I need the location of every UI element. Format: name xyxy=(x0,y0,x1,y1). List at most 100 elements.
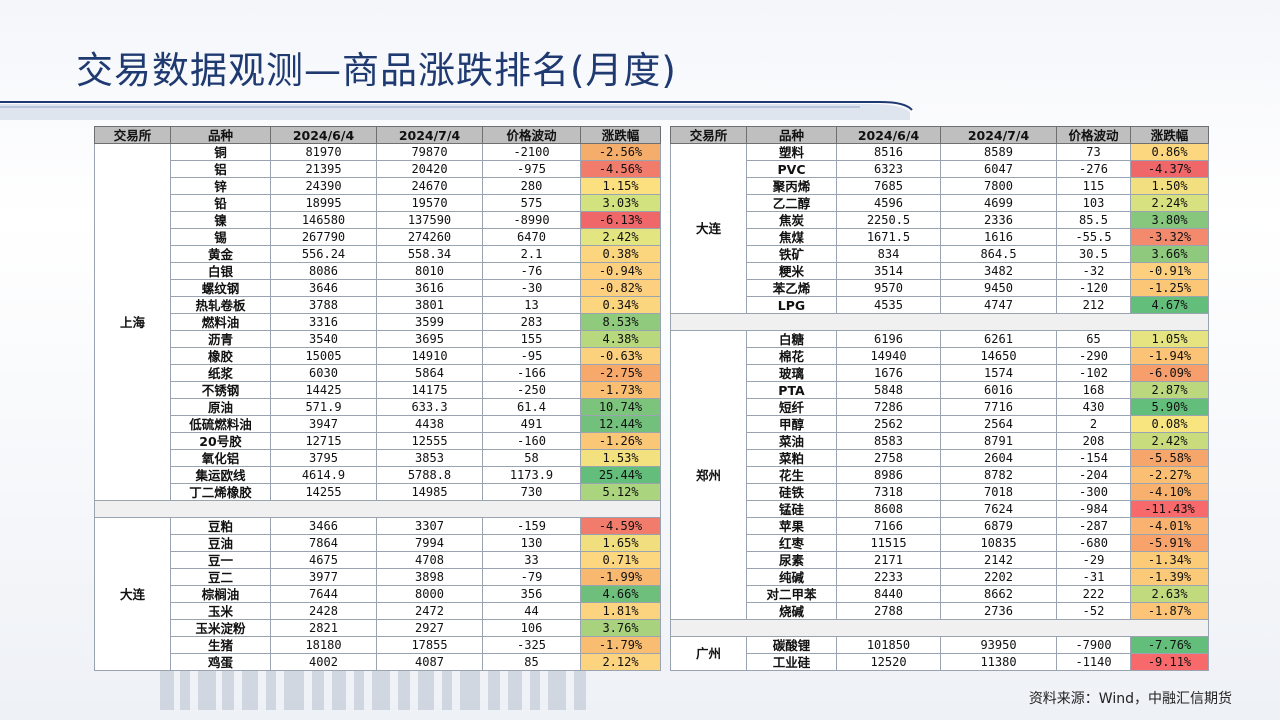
price-end: 3599 xyxy=(376,313,483,331)
pct-change: -1.34% xyxy=(1130,551,1209,569)
commodity-name: 集运欧线 xyxy=(170,466,271,484)
commodity-name: 棕榈油 xyxy=(170,585,271,603)
table-row: 菜粕 2758 2604 -154 -5.58% xyxy=(671,449,1209,467)
commodity-name: 镍 xyxy=(170,211,271,229)
price-change: 575 xyxy=(482,194,581,212)
price-start: 2171 xyxy=(836,551,941,569)
price-end: 2142 xyxy=(940,551,1057,569)
pct-change: 1.81% xyxy=(580,602,661,620)
commodity-name: 氧化铝 xyxy=(170,449,271,467)
price-change: 730 xyxy=(482,483,581,501)
pct-change: 4.66% xyxy=(580,585,661,603)
source-note: 资料来源：Wind，中融汇信期货 xyxy=(1028,691,1232,707)
commodity-name: 豆一 xyxy=(170,551,271,569)
commodity-name: 乙二醇 xyxy=(746,194,837,212)
commodity-name: 白银 xyxy=(170,262,271,280)
commodity-name: 玉米淀粉 xyxy=(170,619,271,637)
price-start: 12520 xyxy=(836,653,941,671)
pct-change: 3.66% xyxy=(1130,245,1209,263)
table-row: 尿素 2171 2142 -29 -1.34% xyxy=(671,551,1209,569)
pct-change: 2.87% xyxy=(1130,381,1209,399)
table-row: 玻璃 1676 1574 -102 -6.09% xyxy=(671,364,1209,382)
price-change: -55.5 xyxy=(1056,228,1131,246)
table-row: 丁二烯橡胶 14255 14985 730 5.12% xyxy=(95,483,661,501)
commodity-name: 对二甲苯 xyxy=(746,585,837,603)
price-start: 7685 xyxy=(836,177,941,195)
price-start: 5848 xyxy=(836,381,941,399)
price-end: 20420 xyxy=(376,160,483,178)
commodity-name: 不锈钢 xyxy=(170,381,271,399)
price-end: 6261 xyxy=(940,330,1057,348)
price-end: 8791 xyxy=(940,432,1057,450)
price-end: 3307 xyxy=(376,517,483,535)
price-end: 14650 xyxy=(940,347,1057,365)
commodity-name: 铁矿 xyxy=(746,245,837,263)
price-start: 8516 xyxy=(836,143,941,161)
pct-change: -1.79% xyxy=(580,636,661,654)
table-row: 菜油 8583 8791 208 2.42% xyxy=(671,432,1209,450)
price-start: 14940 xyxy=(836,347,941,365)
price-end: 9450 xyxy=(940,279,1057,297)
pct-change: -6.13% xyxy=(580,211,661,229)
table-row: 燃料油 3316 3599 283 8.53% xyxy=(95,313,661,331)
price-end: 14985 xyxy=(376,483,483,501)
price-start: 101850 xyxy=(836,636,941,654)
price-change: -31 xyxy=(1056,568,1131,586)
price-end: 274260 xyxy=(376,228,483,246)
price-change: -30 xyxy=(482,279,581,297)
price-end: 558.34 xyxy=(376,245,483,263)
table-row: 硅铁 7318 7018 -300 -4.10% xyxy=(671,483,1209,501)
price-change: -95 xyxy=(482,347,581,365)
commodity-name: 短纤 xyxy=(746,398,837,416)
table-row: 玉米淀粉 2821 2927 106 3.76% xyxy=(95,619,661,637)
commodity-name: 碳酸锂 xyxy=(746,636,837,654)
column-header: 涨跌幅 xyxy=(1130,126,1209,144)
table-row: 烧碱 2788 2736 -52 -1.87% xyxy=(671,602,1209,620)
price-start: 2821 xyxy=(270,619,377,637)
table-row: 锡 267790 274260 6470 2.42% xyxy=(95,228,661,246)
price-end: 24670 xyxy=(376,177,483,195)
column-header: 2024/7/4 xyxy=(376,126,483,144)
price-end: 6016 xyxy=(940,381,1057,399)
pct-change: 0.71% xyxy=(580,551,661,569)
pct-change: -5.58% xyxy=(1130,449,1209,467)
price-end: 2604 xyxy=(940,449,1057,467)
column-header: 品种 xyxy=(170,126,271,144)
pct-change: -0.91% xyxy=(1130,262,1209,280)
price-end: 7994 xyxy=(376,534,483,552)
table-row: 铅 18995 19570 575 3.03% xyxy=(95,194,661,212)
pct-change: 1.05% xyxy=(1130,330,1209,348)
price-end: 3898 xyxy=(376,568,483,586)
price-change: -287 xyxy=(1056,517,1131,535)
pct-change: -3.32% xyxy=(1130,228,1209,246)
price-end: 93950 xyxy=(940,636,1057,654)
price-change: -2100 xyxy=(482,143,581,161)
price-change: -79 xyxy=(482,568,581,586)
commodity-name: 橡胶 xyxy=(170,347,271,365)
group-separator xyxy=(670,313,1209,331)
column-header: 价格波动 xyxy=(1056,126,1131,144)
price-change: -250 xyxy=(482,381,581,399)
price-start: 1671.5 xyxy=(836,228,941,246)
price-end: 8782 xyxy=(940,466,1057,484)
commodity-name: 豆粕 xyxy=(170,517,271,535)
table-row: 红枣 11515 10835 -680 -5.91% xyxy=(671,534,1209,552)
pct-change: 2.63% xyxy=(1130,585,1209,603)
table-row: PTA 5848 6016 168 2.87% xyxy=(671,381,1209,399)
price-end: 5864 xyxy=(376,364,483,382)
price-end: 17855 xyxy=(376,636,483,654)
price-start: 3788 xyxy=(270,296,377,314)
commodity-name: 苯乙烯 xyxy=(746,279,837,297)
price-start: 6196 xyxy=(836,330,941,348)
price-change: 73 xyxy=(1056,143,1131,161)
price-change: 58 xyxy=(482,449,581,467)
price-change: 13 xyxy=(482,296,581,314)
price-end: 4747 xyxy=(940,296,1057,314)
price-end: 1574 xyxy=(940,364,1057,382)
pct-change: -1.94% xyxy=(1130,347,1209,365)
table-row: 广州 碳酸锂 101850 93950 -7900 -7.76% xyxy=(670,636,1209,671)
price-start: 4596 xyxy=(836,194,941,212)
price-change: -32 xyxy=(1056,262,1131,280)
page-title: 交易数据观测—商品涨跌排名(月度) xyxy=(76,49,677,92)
left-ranking-table: 交易所 品种 2024/6/4 2024/7/4 价格波动 涨跌幅 上海铜 81970 7987… xyxy=(94,126,661,671)
